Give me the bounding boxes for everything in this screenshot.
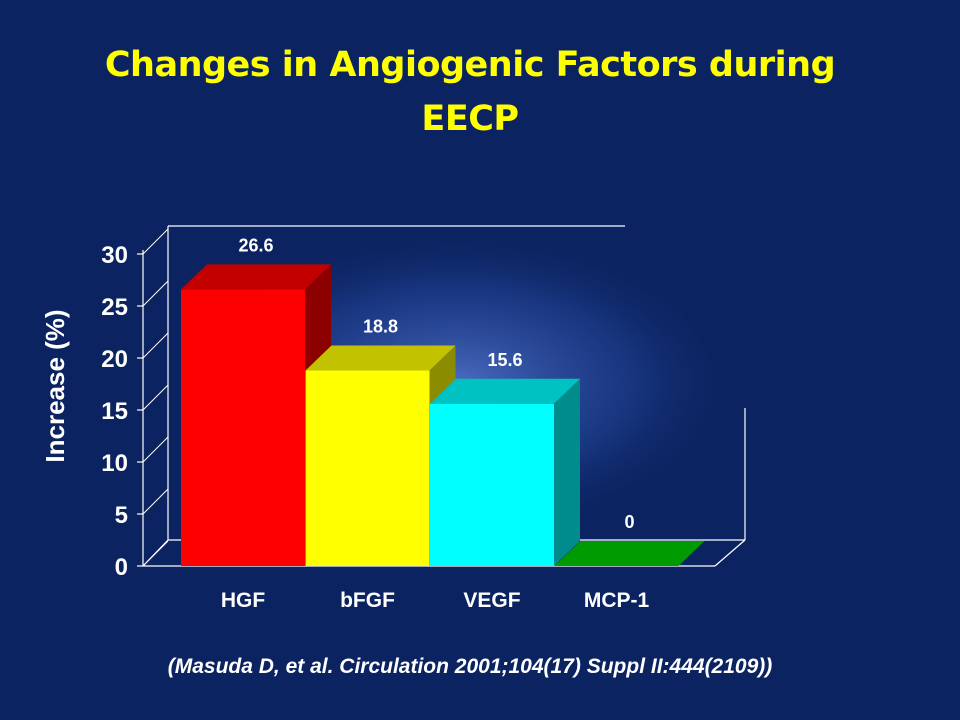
bar-side (554, 378, 580, 566)
bar-top (554, 541, 705, 566)
data-label: 26.6 (238, 235, 273, 255)
y-tick-depth (142, 540, 169, 567)
data-label: 15.6 (487, 350, 522, 370)
citation: (Masuda D, et al. Circulation 2001;104(1… (167, 655, 773, 678)
bar-vegf (430, 378, 580, 566)
data-label: 0 (624, 512, 634, 532)
y-tick-label: 0 (115, 554, 128, 581)
bar-mcp-1 (554, 541, 705, 566)
y-axis-label: Increase (%) (40, 309, 70, 462)
bar-front (181, 289, 305, 566)
bar-front (430, 403, 554, 566)
y-tick-depth (142, 280, 169, 307)
slide-title: Changes in Angiogenic Factors during EEC… (104, 45, 836, 139)
bar-top (305, 345, 456, 371)
floor-right-edge (714, 539, 746, 567)
y-tick-depth (142, 332, 169, 359)
y-tick-depth (142, 436, 169, 463)
y-tick-label: 15 (101, 398, 128, 425)
x-category-label: bFGF (340, 589, 395, 612)
y-tick-label: 20 (101, 346, 128, 373)
y-tick-depth (142, 488, 169, 515)
bar-front (305, 370, 430, 566)
y-tick-label: 5 (115, 502, 128, 529)
x-category-label: HGF (221, 589, 266, 612)
y-tick-label: 10 (101, 450, 128, 477)
data-label: 18.8 (363, 316, 398, 336)
y-tick-depth (142, 384, 169, 411)
bar-top (181, 264, 331, 290)
y-tick-label: 25 (101, 294, 128, 321)
y-tick-depth (142, 228, 169, 255)
x-category-label: VEGF (463, 589, 520, 612)
x-category-label: MCP-1 (584, 589, 650, 612)
y-tick-label: 30 (101, 242, 128, 269)
bar-top (430, 378, 580, 404)
